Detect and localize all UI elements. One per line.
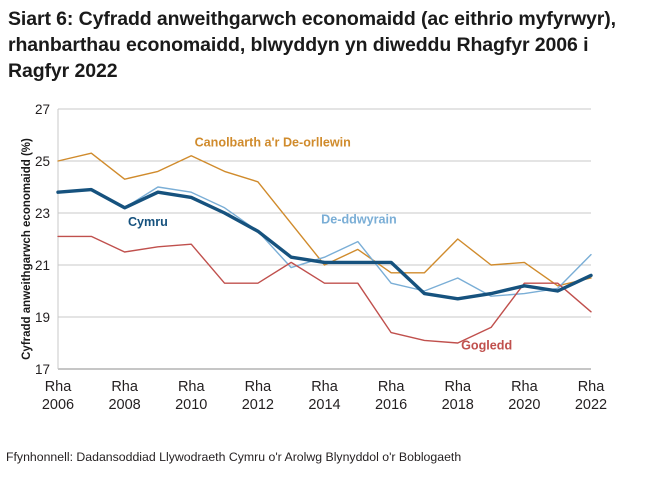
data-series: [56, 152, 593, 344]
series-line: [57, 186, 592, 297]
series-line: [57, 152, 592, 287]
series-label: Canolbarth a'r De-orllewin: [195, 136, 351, 150]
x-tick-label: Rha: [178, 379, 206, 395]
source-note: Ffynhonnell: Dadansoddiad Llywodraeth Cy…: [6, 450, 462, 464]
y-tick-label: 27: [35, 102, 50, 117]
y-tick-label: 21: [35, 258, 50, 273]
chart-title: Siart 6: Cyfradd anweithgarwch economaid…: [8, 8, 616, 82]
x-tick-label: 2014: [308, 397, 340, 413]
x-tick-label: 2012: [242, 397, 274, 413]
gridlines: [57, 108, 591, 370]
series-label: De-ddwyrain: [321, 212, 397, 226]
x-tick-label: Rha: [245, 379, 273, 395]
x-tick-label: Rha: [111, 379, 139, 395]
x-tick-label: Rha: [378, 379, 406, 395]
y-tick-label: 25: [35, 154, 50, 169]
x-tick-label: Rha: [578, 379, 606, 395]
x-tick-label: 2018: [442, 397, 474, 413]
series-label: Gogledd: [461, 339, 512, 353]
x-tick-label: Rha: [444, 379, 472, 395]
series-label: Cymru: [128, 215, 168, 229]
y-tick-label: 17: [35, 362, 50, 377]
x-tick-label: 2008: [108, 397, 140, 413]
y-axis-ticks: 17 19 21 23 25 27: [35, 102, 50, 377]
y-tick-label: 23: [35, 206, 50, 221]
x-tick-label: 2020: [508, 397, 540, 413]
x-tick-label: 2010: [175, 397, 207, 413]
x-tick-label: Rha: [45, 379, 73, 395]
x-axis-ticks: Rha 2006 Rha 2008 Rha 2010 Rha 2012 Rha 2014 Rha 20…: [42, 379, 607, 413]
x-tick-label: 2006: [42, 397, 74, 413]
x-tick-label: Rha: [311, 379, 339, 395]
series-line: [56, 187, 593, 301]
x-tick-label: Rha: [511, 379, 539, 395]
series-labels: Canolbarth a'r De-orllewin Cymru De-ddwyra…: [128, 136, 512, 353]
x-tick-label: 2022: [575, 397, 607, 413]
x-tick-label: 2016: [375, 397, 407, 413]
line-chart-plot: 17 19 21 23 25 27 Rha 2006 Rha 2008 Rha 2010 Rha 201…: [35, 102, 607, 413]
series-line: [57, 235, 592, 344]
y-tick-label: 19: [35, 310, 50, 325]
